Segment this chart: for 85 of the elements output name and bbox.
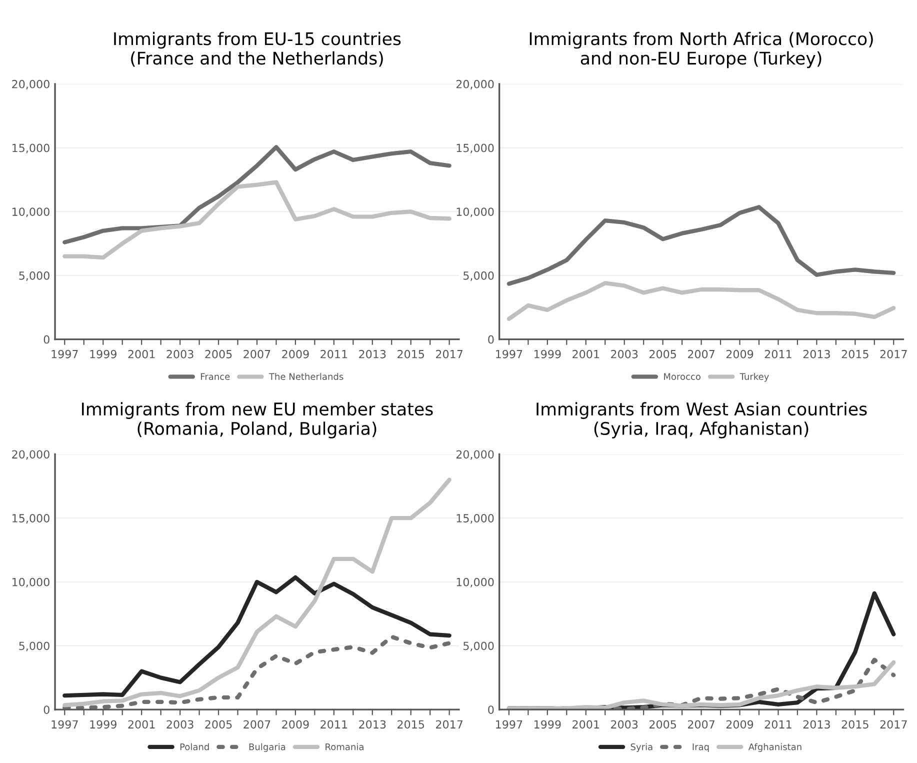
x-tick-label: 2017 bbox=[880, 720, 907, 729]
legend-label: Afghanistan bbox=[748, 743, 802, 752]
x-tick-label: 2003 bbox=[166, 350, 194, 358]
y-tick-label: 5,000 bbox=[19, 642, 50, 652]
legend-label: Turkey bbox=[740, 372, 769, 382]
x-tick-label: 2007 bbox=[688, 350, 714, 358]
x-tick-label: 2009 bbox=[282, 720, 309, 729]
y-tick-label: 15,000 bbox=[456, 144, 494, 154]
x-tick-label: 2015 bbox=[842, 350, 868, 358]
x-tick-label: 1997 bbox=[52, 350, 78, 358]
legend-label: Iraq bbox=[692, 744, 709, 752]
x-tick-label: 2011 bbox=[320, 720, 348, 729]
x-tick-label: 2003 bbox=[611, 720, 638, 729]
x-tick-label: 2003 bbox=[611, 350, 638, 358]
x-tick-label: 2005 bbox=[649, 720, 676, 729]
y-tick-label: 0 bbox=[44, 706, 50, 714]
line-series bbox=[62, 575, 452, 698]
x-tick-label: 2007 bbox=[244, 350, 270, 358]
y-tick-label: 5,000 bbox=[464, 642, 494, 652]
x-tick-label: 1997 bbox=[496, 720, 522, 729]
y-tick-label: 5,000 bbox=[464, 271, 494, 281]
legend-label: France bbox=[200, 373, 230, 380]
x-tick-label: 2007 bbox=[688, 720, 714, 729]
x-tick-label: 1999 bbox=[534, 350, 561, 358]
x-tick-label: 2017 bbox=[436, 350, 463, 358]
x-tick-label: 2017 bbox=[880, 350, 907, 358]
chart-title: Immigrants from EU-15 countries (France and the Netherlands) bbox=[114, 32, 401, 67]
y-tick-label: 5,000 bbox=[19, 271, 50, 281]
line-series bbox=[506, 205, 896, 286]
x-tick-label: 2015 bbox=[398, 350, 424, 358]
y-tick-label: 10,000 bbox=[456, 208, 494, 218]
x-tick-label: 2013 bbox=[803, 720, 830, 729]
legend-label: Bulgaria bbox=[249, 743, 286, 752]
x-tick-label: 2007 bbox=[244, 720, 270, 729]
x-tick-label: 1999 bbox=[90, 720, 116, 729]
legend-label: Poland bbox=[180, 743, 209, 750]
x-tick-label: 2011 bbox=[320, 350, 348, 358]
y-tick-label: 20,000 bbox=[456, 450, 494, 460]
y-tick-label: 10,000 bbox=[12, 578, 50, 588]
x-tick-label: 2005 bbox=[649, 350, 676, 358]
x-tick-label: 2017 bbox=[436, 720, 463, 729]
x-tick-label: 2001 bbox=[572, 720, 599, 729]
legend-label: The Netherlands bbox=[268, 372, 344, 380]
legend-label: Romania bbox=[326, 743, 364, 750]
y-tick-label: 20,000 bbox=[456, 80, 494, 90]
chart-title: Immigrants from North Africa (Morocco) and non-EU Europe (Turkey) bbox=[530, 32, 873, 68]
x-tick-label: 2005 bbox=[205, 350, 232, 358]
line-series bbox=[62, 478, 452, 708]
y-tick-label: 0 bbox=[488, 335, 494, 344]
x-tick-label: 2001 bbox=[128, 720, 155, 729]
x-tick-label: 2001 bbox=[128, 350, 155, 358]
y-tick-label: 10,000 bbox=[456, 578, 494, 588]
x-tick-label: 1997 bbox=[52, 720, 78, 729]
x-tick-label: 2015 bbox=[842, 720, 868, 729]
x-tick-label: 2009 bbox=[726, 350, 754, 358]
x-tick-label: 2013 bbox=[359, 350, 386, 358]
y-tick-label: 15,000 bbox=[12, 144, 50, 154]
legend-label: Morocco bbox=[664, 373, 700, 380]
line-series bbox=[62, 145, 452, 244]
line-series bbox=[506, 281, 896, 321]
x-tick-label: 1997 bbox=[496, 350, 522, 358]
x-tick-label: 1999 bbox=[90, 350, 116, 358]
y-tick-label: 15,000 bbox=[12, 514, 50, 524]
x-tick-label: 1999 bbox=[534, 720, 561, 729]
line-series bbox=[62, 180, 452, 260]
x-tick-label: 2013 bbox=[359, 720, 386, 729]
y-tick-label: 20,000 bbox=[12, 450, 50, 460]
x-tick-label: 2009 bbox=[282, 350, 309, 358]
y-tick-label: 20,000 bbox=[12, 80, 50, 90]
chart-title: Immigrants from West Asian countries (Syria, Iraq, Afghanistan) bbox=[536, 402, 867, 438]
x-tick-label: 2005 bbox=[205, 720, 232, 729]
legend-label: Syria bbox=[630, 743, 652, 752]
x-tick-label: 2011 bbox=[764, 720, 792, 729]
chart-title: Immigrants from new EU member states (Romania, Poland, Bulgaria) bbox=[82, 402, 433, 438]
x-tick-label: 2001 bbox=[572, 350, 599, 358]
y-tick-label: 15,000 bbox=[456, 514, 494, 524]
x-tick-label: 2009 bbox=[726, 720, 754, 729]
y-tick-label: 0 bbox=[488, 706, 494, 714]
y-tick-label: 10,000 bbox=[12, 208, 50, 218]
x-tick-label: 2011 bbox=[764, 350, 792, 358]
x-tick-label: 2015 bbox=[398, 720, 424, 729]
y-tick-label: 0 bbox=[44, 335, 50, 344]
x-tick-label: 2003 bbox=[166, 720, 194, 729]
x-tick-label: 2013 bbox=[803, 350, 830, 358]
line-series bbox=[62, 634, 452, 710]
